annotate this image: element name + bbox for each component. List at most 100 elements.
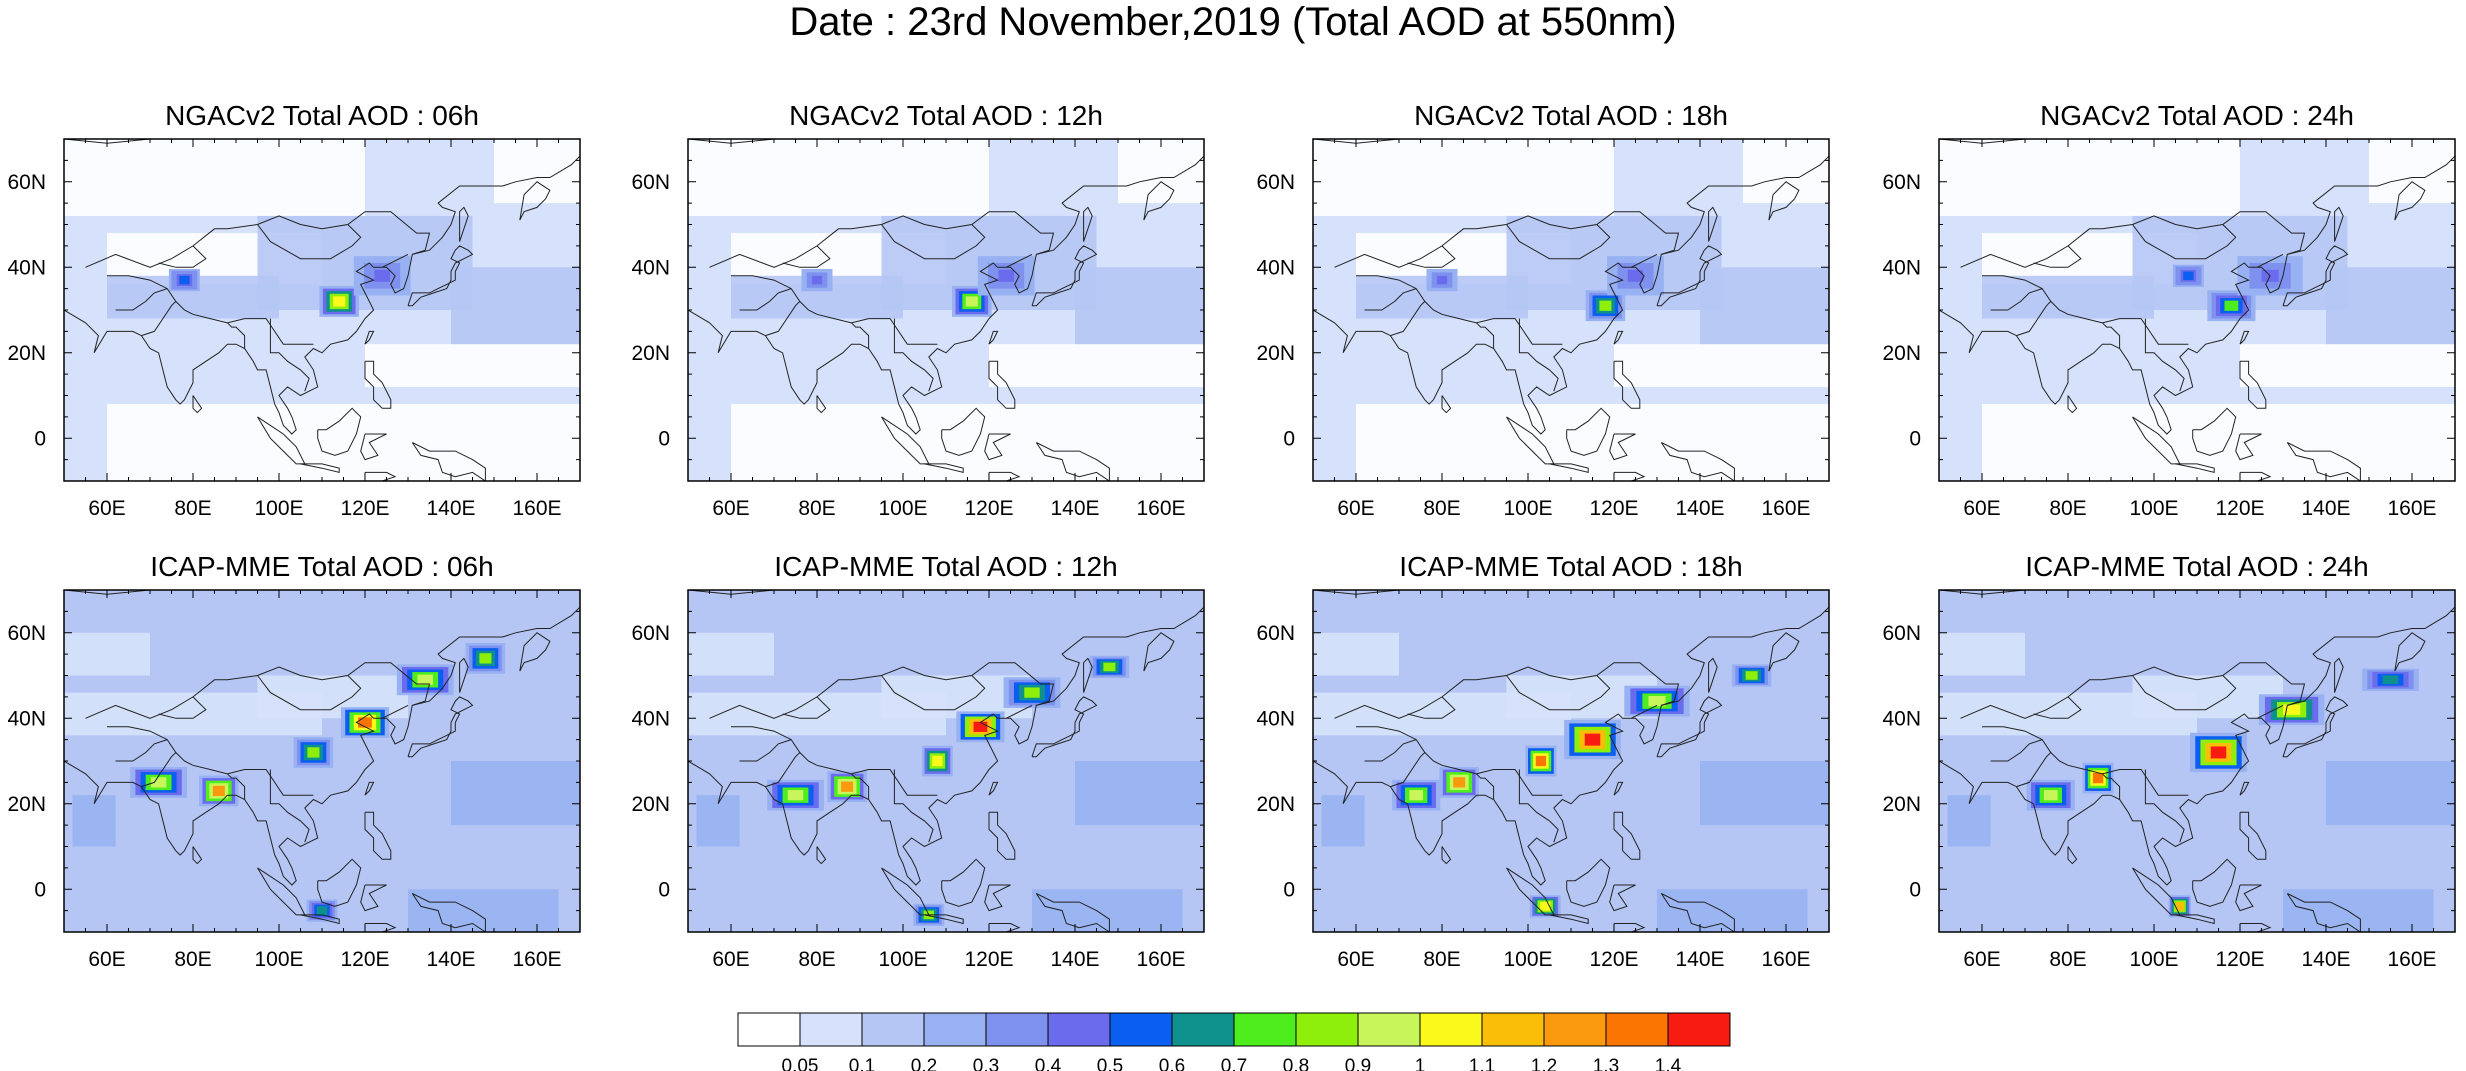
coastline <box>2286 893 2361 932</box>
coastline <box>364 330 375 345</box>
colorbar-label: 0.9 <box>1345 1056 1371 1071</box>
coastline <box>1035 893 1110 932</box>
coastline <box>881 224 986 260</box>
lon-tick-label: 160E <box>2387 948 2436 971</box>
lon-tick-label: 140E <box>2301 497 2350 520</box>
aod-hotspot <box>1103 662 1116 672</box>
coastline <box>1566 858 1611 907</box>
lon-tick-label: 60E <box>1337 948 1374 971</box>
panel-title: ICAP-MME Total AOD : 06h <box>150 551 493 582</box>
coastline <box>2144 769 2185 843</box>
coastline <box>2192 858 2237 907</box>
colorbar-swatch <box>1667 1012 1731 1047</box>
aod-hotspot <box>1627 269 1644 282</box>
colorbar-swatch <box>923 1012 987 1047</box>
coastline <box>407 696 474 758</box>
coastline <box>1960 211 2306 268</box>
coastline <box>688 606 1204 886</box>
aod-hotspot <box>358 717 372 728</box>
aod-band <box>2326 267 2455 345</box>
coastline <box>1613 360 1641 409</box>
lat-tick-label: 60N <box>7 171 46 194</box>
coastline <box>1708 206 1718 242</box>
coastline <box>64 590 236 595</box>
aod-field <box>688 590 1204 932</box>
coastline <box>731 275 938 345</box>
coastline <box>407 245 474 307</box>
panel-title: ICAP-MME Total AOD : 12h <box>774 551 1117 582</box>
coastline <box>1613 811 1641 860</box>
aod-field <box>64 139 580 481</box>
map-panel: ICAP-MME Total AOD : 12h 60E 80E 100E 120E 14… <box>631 551 1205 971</box>
colorbar-swatch <box>1419 1012 1483 1047</box>
aod-band <box>64 632 150 676</box>
coastline <box>1656 696 1723 758</box>
coastline <box>381 253 409 268</box>
coastline <box>227 322 246 349</box>
aod-band <box>1614 344 1829 387</box>
lon-tick-label: 160E <box>1136 497 1185 520</box>
coastline <box>141 752 177 788</box>
colorbar-swatch <box>985 1012 1049 1047</box>
lat-tick-label: 20N <box>1256 342 1295 365</box>
aod-hotspot <box>1409 790 1424 801</box>
map-outlines <box>64 139 580 481</box>
aod-field <box>1313 139 1829 481</box>
map-panel: NGACv2 Total AOD : 24h 60E 80E 100E 120E 140E… <box>1882 100 2456 520</box>
coastline <box>459 206 469 242</box>
coastline <box>192 846 203 865</box>
aod-band <box>1700 761 1829 826</box>
aod-hotspot <box>333 296 346 307</box>
lat-tick-label: 60N <box>1256 171 1295 194</box>
coastline <box>1656 245 1723 307</box>
coastline <box>1506 224 1611 260</box>
coastline <box>688 155 1204 435</box>
lon-tick-label: 80E <box>174 497 211 520</box>
coastline <box>739 739 792 762</box>
coastline <box>519 181 551 221</box>
aod-hotspot <box>2183 271 2194 281</box>
aod-hotspot <box>811 275 823 285</box>
lat-tick-label: 20N <box>1882 342 1921 365</box>
coastline <box>2175 463 2215 474</box>
lon-tick-label: 160E <box>1136 948 1185 971</box>
panel-title: NGACv2 Total AOD : 06h <box>165 100 479 131</box>
coastline <box>107 726 314 796</box>
coastline <box>257 675 362 711</box>
lon-tick-label: 140E <box>1050 948 1099 971</box>
colorbar-label: 0.5 <box>1097 1056 1123 1071</box>
coastline <box>2239 811 2267 860</box>
coastline <box>988 811 1016 860</box>
coastline <box>2282 245 2349 307</box>
coastline <box>1031 245 1098 307</box>
map-outlines <box>1939 139 2455 481</box>
coastline <box>1390 301 1426 337</box>
lon-tick-label: 120E <box>2215 948 2264 971</box>
aod-band <box>1982 275 2154 319</box>
coastline <box>1630 704 1658 719</box>
coastline <box>158 245 207 268</box>
coastline <box>364 811 392 860</box>
colorbar-label: 0.4 <box>1035 1056 1062 1071</box>
coastline <box>300 463 340 474</box>
lon-tick-label: 60E <box>712 497 749 520</box>
aod-hotspot <box>998 269 1014 282</box>
lon-tick-label: 140E <box>1675 948 1724 971</box>
colorbar-swatch <box>1233 1012 1297 1047</box>
lon-tick-label: 80E <box>798 497 835 520</box>
coastline <box>1613 781 1624 796</box>
coastline <box>1939 590 2111 595</box>
coastline <box>984 433 1011 461</box>
coastline <box>2239 360 2267 409</box>
aod-hotspot <box>316 906 328 915</box>
coastline <box>1982 726 2189 796</box>
lon-tick-label: 60E <box>1963 497 2000 520</box>
coastline <box>1549 463 1589 474</box>
coastline <box>411 442 486 481</box>
colorbar-swatch <box>1481 1012 1545 1047</box>
coastline <box>851 773 870 800</box>
aod-hotspot <box>1453 777 1466 788</box>
lat-tick-label: 40N <box>7 707 46 730</box>
coastline <box>269 769 310 843</box>
lon-tick-label: 140E <box>2301 948 2350 971</box>
